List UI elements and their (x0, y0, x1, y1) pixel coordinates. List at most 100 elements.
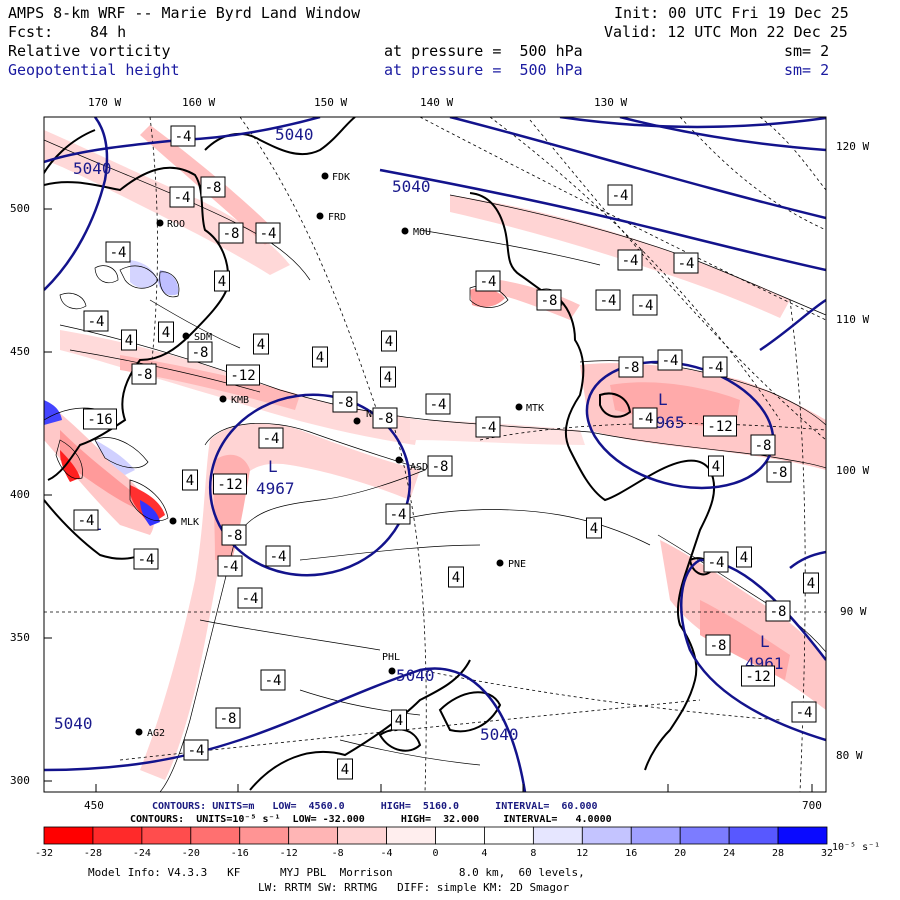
init-time: Init: 00 UTC Fri 19 Dec 25 (614, 4, 849, 22)
colorbar-bin (581, 826, 632, 845)
vorticity-label: -8 (220, 711, 237, 727)
vorticity-contour-info: CONTOURS: UNITS=10⁻⁵ s⁻¹ LOW= -32.000 HI… (130, 814, 612, 825)
vorticity-label: -8 (432, 459, 449, 475)
station-dot-frd (316, 212, 324, 220)
station-dot-ag2 (135, 728, 143, 736)
colorbar-bin (337, 826, 387, 845)
colorbar-label: -12 (279, 848, 298, 859)
station-dot-phl (388, 667, 396, 675)
station-sdm: SDM (194, 332, 212, 343)
station-asd: ASD (410, 462, 428, 473)
vorticity-label-box (131, 363, 157, 385)
vorticity-label-box (703, 551, 729, 573)
vorticity-label: -4 (265, 673, 282, 689)
vorticity-label-box (170, 125, 196, 147)
vorticity-label: -4 (110, 245, 127, 261)
vorticity-label-box (214, 270, 230, 292)
vorticity-label: -8 (377, 411, 394, 427)
vorticity-label-box (607, 184, 633, 206)
vorticity-label-box (391, 709, 407, 731)
y-tick: 350 (10, 631, 30, 644)
colorbar-bin (679, 826, 730, 845)
lon-label: 80 W (836, 749, 863, 762)
colorbar-label: 0 (432, 848, 439, 859)
colorbar-label: 4 (481, 848, 488, 859)
colorbar-label: -32 (34, 848, 54, 859)
station-mlk: MLK (181, 517, 199, 528)
vorticity-label: -8 (226, 528, 243, 544)
vorticity-label-box (337, 758, 353, 780)
station-ag2: AG2 (147, 728, 165, 739)
colorbar-bin (288, 826, 339, 845)
vorticity-label: 4 (218, 274, 226, 290)
colorbar-label: 28 (772, 848, 785, 859)
y-tick: 500 (10, 202, 30, 215)
vorticity-label-box (73, 509, 99, 531)
field1-smoothing: sm= 2 (784, 42, 830, 60)
vorticity-label: 4 (807, 576, 815, 592)
station-roo: ROO (167, 219, 185, 230)
colorbar-bin (386, 826, 436, 845)
vorticity-label: -4 (78, 513, 95, 529)
colorbar-bin (141, 826, 192, 845)
vorticity-label-box (702, 356, 728, 378)
station-pne: PNE (508, 559, 526, 570)
vorticity-label-box (133, 548, 159, 570)
vorticity-label-box (632, 407, 658, 429)
station-dot-mlk (169, 517, 177, 525)
vorticity-label-box (218, 222, 244, 244)
vorticity-label-box (536, 289, 562, 311)
vorticity-label-box (158, 321, 174, 343)
height-label: 5040 (54, 714, 93, 733)
lon-label: 100 W (836, 464, 870, 477)
vorticity-label: 4 (590, 521, 598, 537)
vorticity-label: -12 (745, 669, 770, 685)
vorticity-label-box (226, 364, 260, 386)
vorticity-value-labels: -4-8-4-8 -4-44-44 4-8 444-8 -12 4-16-4-8-8-8-… (73, 125, 819, 780)
field1-level: at pressure = 500 hPa (384, 42, 583, 60)
y-tick: 300 (10, 774, 30, 787)
field2-level: at pressure = 500 hPa (384, 61, 583, 79)
vorticity-label: -8 (710, 638, 727, 654)
colorbar-label: -8 (331, 848, 344, 859)
vorticity-label: -4 (637, 411, 654, 427)
map-frame (43, 116, 827, 793)
colorbar-label: 32 (820, 848, 834, 859)
colorbar-bin (532, 826, 583, 845)
vorticity-label-box (221, 524, 247, 546)
forecast-hour: 84 h (90, 23, 127, 41)
vorticity-label-box (657, 349, 683, 371)
model-info: Model Info: V4.3.3 KF MYJ PBL Morrison 8… (88, 866, 585, 879)
vorticity-label-box (750, 434, 776, 456)
vorticity-label: -4 (222, 559, 239, 575)
vorticity-label: 4 (452, 570, 460, 586)
vorticity-label: -4 (622, 253, 639, 269)
colorbar-label: 20 (674, 848, 687, 859)
station-mou: MOU (413, 227, 431, 238)
station-dot-sdm (182, 332, 190, 340)
vorticity-label-box (380, 366, 396, 388)
colorbar-label: 16 (625, 848, 638, 859)
station-mtk: MTK (526, 403, 544, 414)
station-fdk: FDK (332, 172, 350, 183)
colorbar-bin (777, 826, 828, 845)
vorticity-label-box (217, 555, 243, 577)
vorticity-label-box (703, 415, 737, 437)
vorticity-label: -8 (541, 293, 558, 309)
colorbar-label: 8 (530, 848, 537, 859)
vorticity-label: -4 (174, 190, 191, 206)
vorticity-label: -4 (260, 226, 277, 242)
vorticity-label-box (475, 270, 501, 292)
vorticity-label-box (105, 241, 131, 263)
colorbar-label: 12 (576, 848, 589, 859)
vorticity-label: -8 (223, 226, 240, 242)
vorticity-label: -4 (708, 555, 725, 571)
vorticity-label-box (332, 391, 358, 413)
vorticity-label: -12 (230, 368, 255, 384)
height-label: 5040 (392, 177, 431, 196)
colorbar-bin (239, 826, 290, 845)
vorticity-label-box (765, 600, 791, 622)
vorticity-label-box (255, 222, 281, 244)
